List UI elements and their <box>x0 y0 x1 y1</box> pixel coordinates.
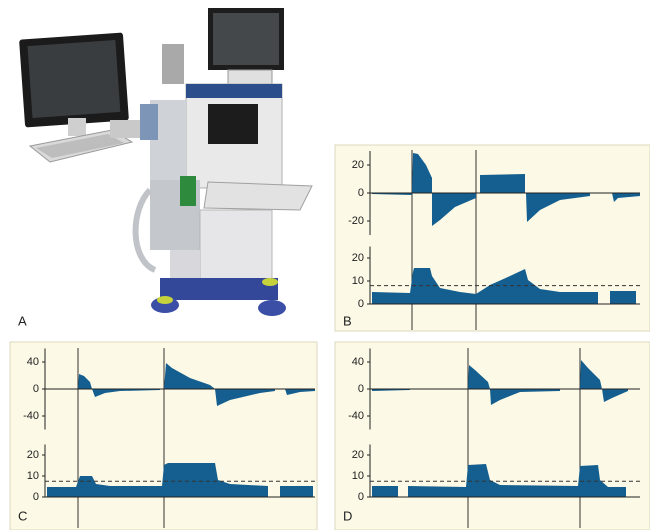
waveforms <box>47 153 640 497</box>
y-tick-label: 20 <box>352 449 364 461</box>
panel-label: D <box>343 508 352 523</box>
y-tick-label: -40 <box>23 410 39 422</box>
y-tick-label: 0 <box>358 383 364 395</box>
y-tick-label: 0 <box>358 491 364 503</box>
y-tick-label: 0 <box>358 298 364 310</box>
workstation-photo <box>19 8 313 316</box>
panel-label: B <box>343 313 352 328</box>
y-tick-label: 10 <box>352 470 364 482</box>
y-tick-label: 40 <box>27 356 39 368</box>
y-tick-label: 0 <box>33 491 39 503</box>
y-tick-label: 20 <box>352 159 364 171</box>
y-tick-label: 40 <box>352 356 364 368</box>
y-tick-label: -40 <box>348 410 364 422</box>
panel-label: C <box>18 508 27 523</box>
panel-label: A <box>18 313 27 328</box>
y-tick-label: 20 <box>352 252 364 264</box>
panel-d <box>334 341 650 530</box>
y-tick-label: 10 <box>27 470 39 482</box>
y-tick-label: -20 <box>348 215 364 227</box>
y-tick-label: 0 <box>358 187 364 199</box>
y-tick-label: 20 <box>27 449 39 461</box>
y-tick-label: 0 <box>33 383 39 395</box>
y-tick-label: 10 <box>352 275 364 287</box>
